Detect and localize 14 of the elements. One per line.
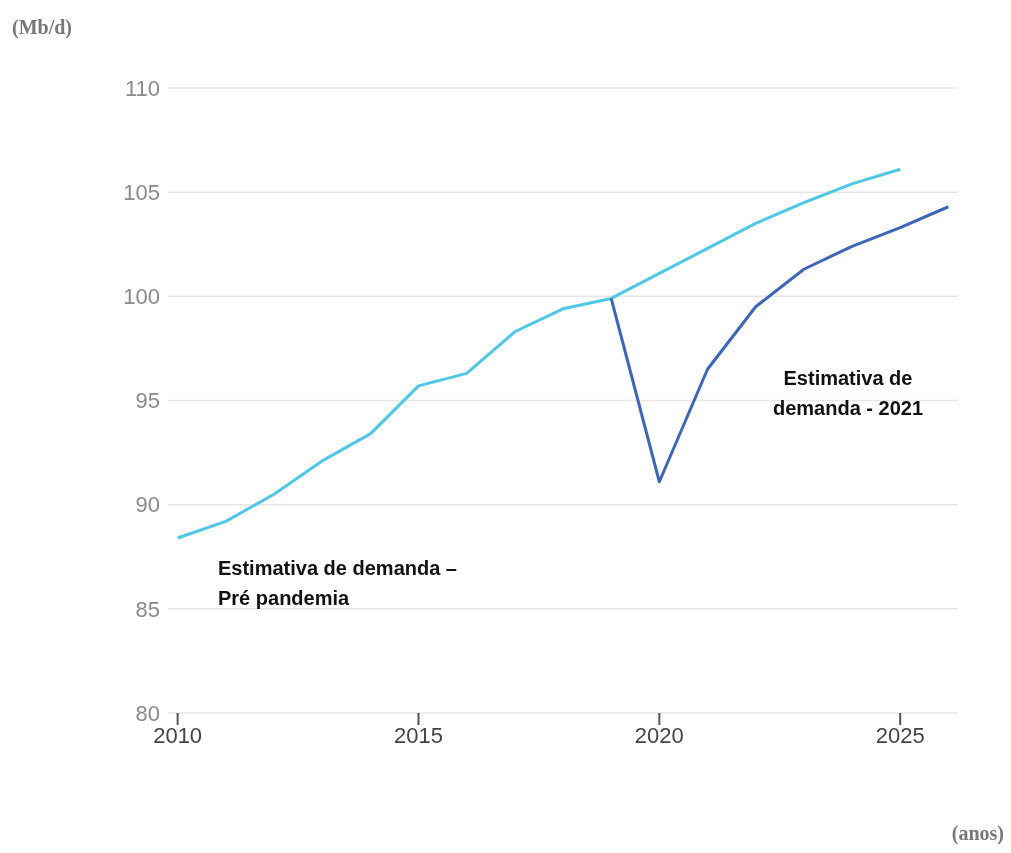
x-tick-label: 2020 bbox=[634, 722, 684, 748]
line-series bbox=[609, 205, 950, 484]
x-axis-title: (anos) bbox=[951, 822, 1004, 845]
y-tick-label: 95 bbox=[135, 388, 160, 414]
text: Estimativa de demanda - 2021 bbox=[771, 366, 925, 421]
y-tick-label: 105 bbox=[123, 179, 160, 205]
x-tick-label: 2015 bbox=[394, 722, 443, 748]
series-label: Estimativa de demanda – Pré pandemia bbox=[218, 556, 458, 611]
x-tick-label: 2025 bbox=[875, 722, 925, 748]
y-tick-label: 90 bbox=[135, 492, 160, 518]
y-tick-label: 85 bbox=[135, 596, 160, 622]
y-axis-title: (Mb/d) bbox=[12, 16, 72, 39]
y-tick-label: 110 bbox=[124, 75, 160, 101]
y-tick-label: 100 bbox=[123, 284, 160, 310]
